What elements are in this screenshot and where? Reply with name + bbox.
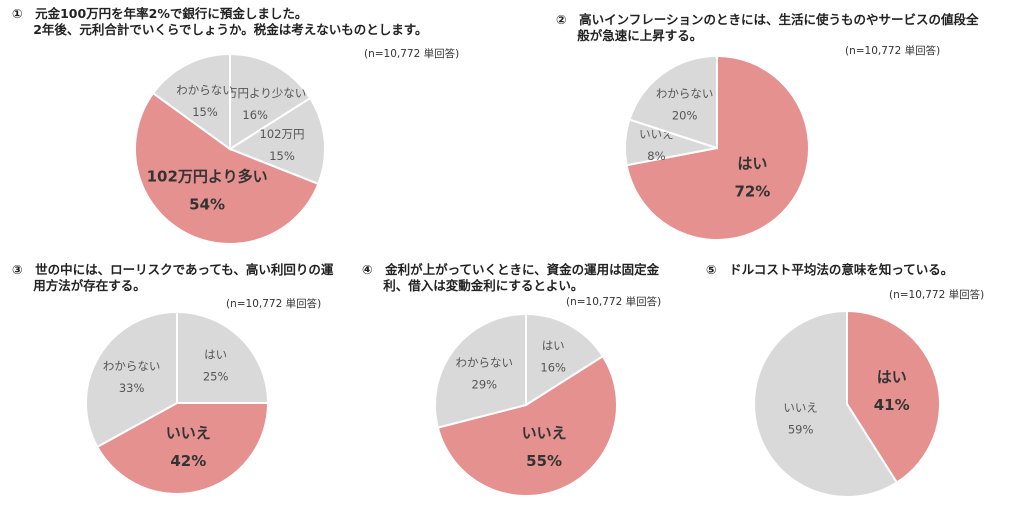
chart-5-note: (n=10,772 単回答)	[889, 289, 985, 301]
chart-4-slice-2-value: 55%	[526, 452, 562, 470]
chart-2-slice-2-value: 8%	[647, 149, 665, 163]
chart-4-slice-3-value: 29%	[472, 378, 498, 392]
chart-1-slice-2	[227, 96, 326, 186]
chart-2-slice-1-label: はい	[737, 154, 767, 172]
chart-1-slice-3-value: 54%	[189, 196, 225, 214]
pie-chart-5: はい 41% いいえ 59%	[753, 309, 941, 498]
chart-1-slice-2-value: 15%	[269, 149, 295, 163]
chart-2-slice-3-value: 20%	[672, 108, 698, 122]
chart-1-slice-1	[229, 52, 312, 151]
chart-5-slice-1-value: 41%	[874, 396, 910, 414]
chart-1-slice-3	[134, 91, 320, 245]
chart-1-note: (n=10,772 単回答)	[364, 48, 460, 60]
chart-3-slice-3-value: 33%	[119, 381, 145, 395]
chart-4-slice-2	[436, 354, 618, 497]
chart-3-slice-1	[176, 310, 270, 404]
chart-5-slice-2	[753, 309, 899, 498]
chart-5-slice-1-label: はい	[877, 368, 907, 386]
chart-3-slice-1-value: 25%	[203, 369, 229, 383]
chart-1-slice-1-value: 16%	[242, 108, 268, 122]
chart-4-slice-1-value: 16%	[540, 361, 566, 375]
chart-4-slice-2-label: いいえ	[522, 424, 567, 442]
chart-3-slice-3-label: わからない	[103, 359, 161, 373]
chart-2-note: (n=10,772 単回答)	[845, 45, 941, 57]
chart-4-slice-1	[525, 312, 605, 407]
chart-1-slice-4	[151, 52, 231, 151]
chart-5-title: ⑤ ドルコスト平均法の意味を知っている。	[706, 262, 954, 277]
chart-5-slice-2-value: 59%	[788, 423, 814, 437]
chart-3-slice-1-label: はい	[204, 347, 227, 361]
chart-4-title: ④ 金利が上がっていくときに、資金の運用は固定金 利、借入は変動金利にするとよい…	[362, 262, 660, 293]
pie-chart-1: 102万円より少ない16%102万円15%102万円より多い54%わからない15…	[134, 52, 326, 245]
chart-4-note: (n=10,772 単回答)	[566, 296, 662, 308]
pie-chart-3: はい 25% いいえ 42% わからない 33%	[85, 310, 270, 495]
chart-1-slice-2-label: 102万円	[260, 127, 305, 141]
chart-1-slice-3-label: 102万円より多い	[147, 168, 268, 186]
chart-2-slice-3-label: わからない	[656, 86, 714, 100]
chart-3-slice-2-label: いいえ	[166, 424, 211, 442]
chart-5-slice-2-label: いいえ	[783, 401, 818, 415]
chart-4-slice-3	[434, 312, 527, 429]
chart-1-slice-4-value: 15%	[192, 105, 218, 119]
chart-3-slice-2	[95, 402, 270, 495]
chart-1-slice-4-label: わからない	[176, 83, 234, 97]
chart-3-slice-2-value: 42%	[170, 452, 206, 470]
chart-3-note: (n=10,772 単回答)	[226, 298, 322, 310]
chart-4-slice-3-label: わからない	[456, 356, 514, 370]
chart-2-slice-3	[628, 54, 718, 150]
chart-1-title: ① 元金100万円を年率2%で銀行に預金しました。 2年後、元利合計でいくらでし…	[12, 6, 428, 37]
chart-3-slice-3	[85, 310, 178, 449]
pie-chart-4: はい 16% いいえ 55% わからない 29%	[434, 312, 618, 497]
chart-2-title: ② 高いインフレーションのときには、生活に使うものやサービスの値段全 般が急速に…	[556, 12, 979, 43]
chart-4-slice-1-label: はい	[542, 339, 565, 353]
chart-3-title: ③ 世の中には、ローリスクであっても、高い利回りの運 用方法が存在する。	[12, 262, 334, 293]
chart-2-slice-1-value: 72%	[734, 182, 770, 200]
